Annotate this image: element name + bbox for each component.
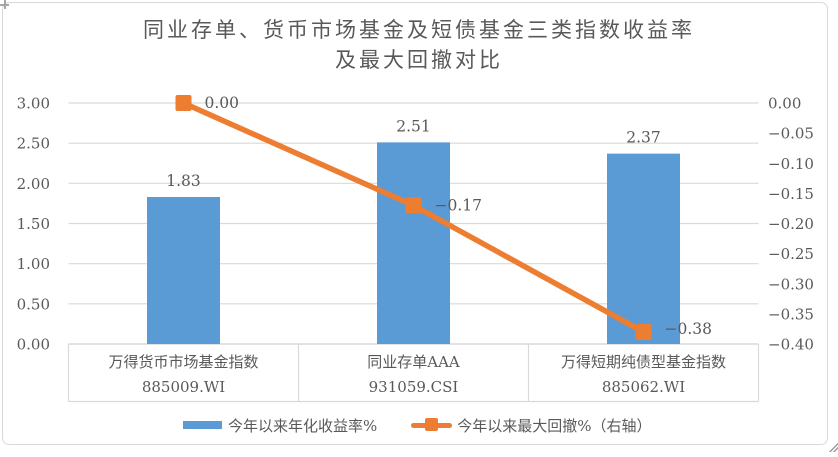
right-axis-tick-label: −0.40 xyxy=(768,336,814,354)
right-axis-tick-label: −0.10 xyxy=(768,155,814,173)
category-code: 931059.CSI xyxy=(369,378,459,396)
drawdown-value-label: −0.17 xyxy=(435,196,483,214)
right-axis-tick-label: −0.20 xyxy=(768,215,814,233)
bar xyxy=(377,142,450,344)
bar xyxy=(607,153,680,344)
bar-value-label: 2.37 xyxy=(626,129,661,147)
chart-title-line2: 及最大回撤对比 xyxy=(335,48,503,72)
legend-line-label: 今年以来最大回撤%（右轴） xyxy=(457,416,652,435)
bar-value-label: 1.83 xyxy=(166,172,201,190)
right-axis-tick-label: −0.05 xyxy=(768,125,814,143)
right-axis-tick-label: 0.00 xyxy=(768,95,801,113)
right-axis-tick-label: −0.15 xyxy=(768,185,814,203)
drawdown-value-label: 0.00 xyxy=(205,94,240,112)
drawdown-marker-icon xyxy=(175,95,192,111)
left-axis-tick-label: 1.00 xyxy=(17,255,50,273)
bar-value-label: 2.51 xyxy=(396,117,431,135)
legend-bar-label: 今年以来年化收益率% xyxy=(228,416,378,435)
left-axis-tick-label: 2.50 xyxy=(17,135,50,153)
right-axis-tick-label: −0.25 xyxy=(768,245,814,263)
drawdown-value-label: −0.38 xyxy=(665,320,713,338)
category-name: 万得短期纯债型基金指数 xyxy=(561,353,726,371)
left-axis-tick-label: 3.00 xyxy=(17,95,50,113)
drawdown-marker-icon xyxy=(635,323,652,340)
chart-title-line1: 同业存单、货币市场基金及短债基金三类指数收益率 xyxy=(143,18,695,42)
legend-square-marker-icon xyxy=(425,418,439,431)
left-axis-tick-label: 0.00 xyxy=(17,336,50,354)
bar xyxy=(147,196,220,344)
legend: 今年以来年化收益率% 今年以来最大回撤%（右轴） xyxy=(183,415,652,435)
legend-line-swatch-icon xyxy=(411,418,453,432)
category-code: 885062.WI xyxy=(602,378,685,396)
category-name: 万得货币市场基金指数 xyxy=(108,353,258,371)
left-axis-tick-label: 0.50 xyxy=(17,295,50,313)
chart-title: 同业存单、货币市场基金及短债基金三类指数收益率 及最大回撤对比 xyxy=(0,15,838,75)
category-name: 同业存单AAA xyxy=(367,353,460,371)
right-axis-tick-label: −0.35 xyxy=(768,305,814,323)
legend-bar-swatch-icon xyxy=(183,421,222,429)
left-axis-tick-label: 2.00 xyxy=(17,175,50,193)
category-code: 885009.WI xyxy=(142,378,225,396)
cell-cursor-icon xyxy=(0,0,9,9)
right-axis-tick-label: −0.30 xyxy=(768,275,814,293)
resize-handle-icon[interactable] xyxy=(829,443,838,452)
drawdown-marker-icon xyxy=(405,197,422,214)
left-axis-tick-label: 1.50 xyxy=(17,215,50,233)
